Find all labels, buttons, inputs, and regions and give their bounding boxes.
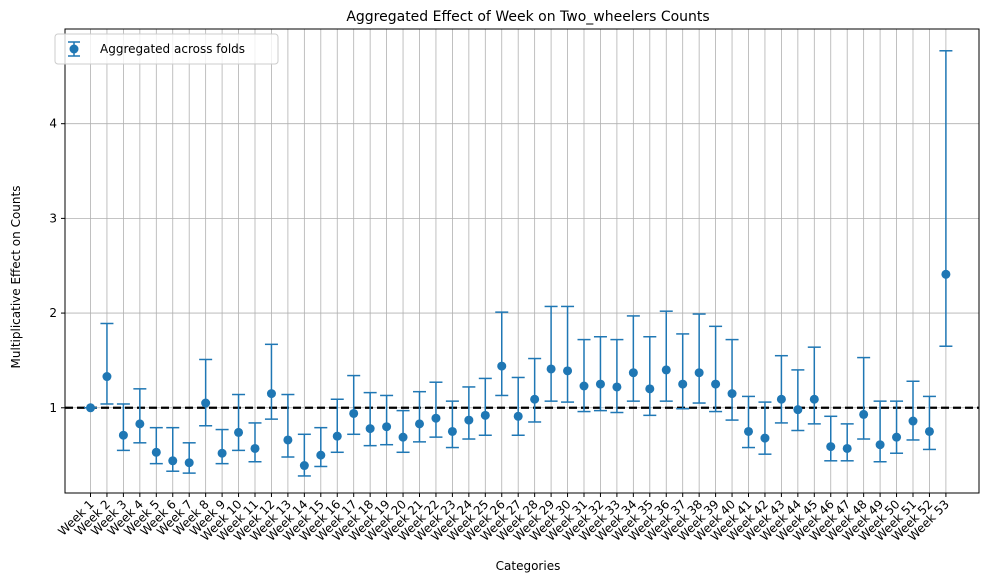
data-point <box>924 426 934 436</box>
data-point <box>349 408 359 418</box>
data-point <box>530 394 540 404</box>
data-point <box>875 440 885 450</box>
data-point <box>480 410 490 420</box>
data-point <box>908 416 918 426</box>
data-point <box>645 384 655 394</box>
data-point <box>415 419 424 429</box>
data-point <box>776 394 786 404</box>
data-point <box>217 448 227 458</box>
data-point <box>678 379 688 389</box>
data-point <box>809 394 819 404</box>
data-point <box>859 409 869 419</box>
data-point <box>595 379 605 389</box>
data-point <box>892 432 902 442</box>
data-point <box>694 368 704 378</box>
legend: Aggregated across folds <box>54 33 279 65</box>
data-point <box>431 413 441 423</box>
y-tick-label: 2 <box>49 306 57 320</box>
data-point <box>365 424 375 434</box>
legend-label: Aggregated across folds <box>100 42 245 56</box>
data-point <box>563 366 573 376</box>
data-point <box>201 398 211 408</box>
data-point <box>118 430 128 440</box>
data-point <box>168 456 178 466</box>
data-point <box>464 415 474 425</box>
data-point <box>151 447 161 457</box>
data-point <box>497 361 507 371</box>
data-point <box>102 372 112 382</box>
data-point <box>744 426 753 436</box>
data-point <box>398 432 408 442</box>
chart-title: Aggregated Effect of Week on Two_wheeler… <box>346 9 709 25</box>
y-axis-title: Multiplicative Effect on Counts <box>9 186 23 369</box>
data-point <box>579 381 589 391</box>
plot-area <box>65 50 979 477</box>
data-point <box>316 450 326 460</box>
data-point <box>447 426 457 436</box>
data-point <box>299 461 309 471</box>
data-point <box>711 379 721 389</box>
data-point <box>628 368 638 378</box>
data-point <box>266 389 276 399</box>
data-point <box>382 422 392 432</box>
data-point <box>546 364 556 374</box>
y-tick-label: 3 <box>49 211 57 225</box>
data-point <box>513 411 523 421</box>
legend-point <box>69 44 79 54</box>
y-tick-label: 4 <box>49 117 57 131</box>
legend-marker <box>68 41 80 57</box>
data-point <box>135 419 145 429</box>
data-point <box>283 435 293 445</box>
legend-frame <box>54 33 279 65</box>
y-tick-label: 1 <box>49 401 57 415</box>
x-axis-title: Categories <box>496 559 561 573</box>
data-point <box>760 433 770 443</box>
data-point <box>86 403 95 413</box>
data-point <box>332 431 342 441</box>
data-point <box>612 382 622 392</box>
data-point <box>941 269 951 279</box>
data-point <box>842 443 852 453</box>
data-point <box>234 427 244 437</box>
data-point <box>793 405 803 415</box>
data-point <box>826 442 836 452</box>
data-point <box>250 443 260 453</box>
data-point <box>184 458 194 468</box>
data-point <box>727 389 737 399</box>
plot-frame <box>64 28 980 494</box>
data-point <box>661 365 671 375</box>
